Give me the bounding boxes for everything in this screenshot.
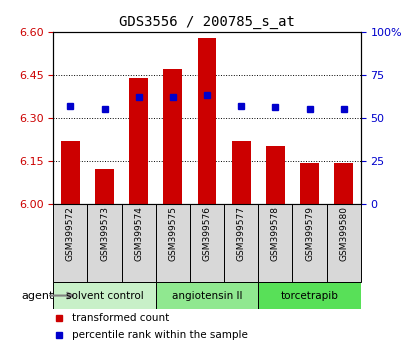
Text: angiotensin II: angiotensin II [171,291,242,301]
Text: GSM399573: GSM399573 [100,206,109,261]
Bar [197,38,216,204]
Text: GSM399572: GSM399572 [66,206,75,261]
Bar [155,204,189,282]
Bar [231,141,250,204]
Bar [53,282,155,309]
Text: GSM399579: GSM399579 [304,206,313,261]
Bar [155,282,258,309]
Title: GDS3556 / 200785_s_at: GDS3556 / 200785_s_at [119,16,294,29]
Bar [258,282,360,309]
Bar [326,204,360,282]
Bar [95,169,114,204]
Text: GSM399576: GSM399576 [202,206,211,261]
Bar [189,204,224,282]
Text: GSM399580: GSM399580 [338,206,347,261]
Text: solvent control: solvent control [65,291,143,301]
Bar [292,204,326,282]
Text: torcetrapib: torcetrapib [280,291,338,301]
Bar [87,204,121,282]
Bar [129,78,148,204]
Text: GSM399575: GSM399575 [168,206,177,261]
Bar [299,164,318,204]
Text: GSM399578: GSM399578 [270,206,279,261]
Bar [53,204,87,282]
Bar [163,69,182,204]
Bar [265,146,284,204]
Bar [258,204,292,282]
Text: percentile rank within the sample: percentile rank within the sample [72,330,247,340]
Text: agent: agent [21,291,53,301]
Bar [224,204,258,282]
Text: GSM399574: GSM399574 [134,206,143,261]
Text: GSM399577: GSM399577 [236,206,245,261]
Bar [61,141,80,204]
Text: transformed count: transformed count [72,313,169,322]
Bar [333,164,352,204]
Bar [121,204,155,282]
